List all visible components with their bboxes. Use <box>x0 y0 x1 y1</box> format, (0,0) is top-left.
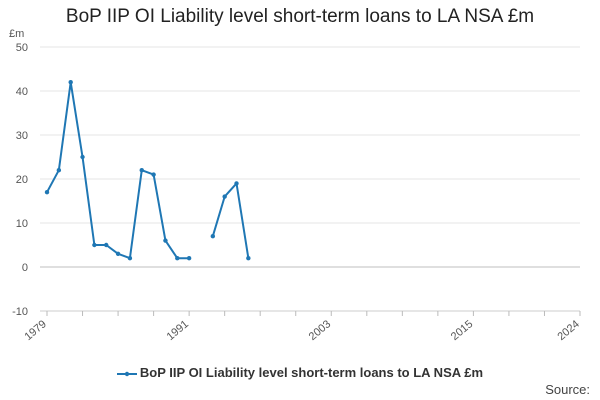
y-tick-label: 0 <box>22 262 28 274</box>
data-point <box>80 154 85 160</box>
x-tick-label: 2003 <box>307 318 333 343</box>
data-point <box>246 256 251 261</box>
data-point <box>186 256 192 261</box>
data-point <box>127 256 133 261</box>
data-point <box>92 242 97 248</box>
series-lines <box>46 81 250 260</box>
gridlines <box>40 46 580 312</box>
y-tick-label: 40 <box>16 86 28 98</box>
data-point <box>175 256 180 261</box>
data-point <box>56 168 62 173</box>
data-point <box>222 194 227 199</box>
data-point <box>210 234 216 239</box>
y-axis: -10 0 10 20 30 40 50 <box>12 42 28 318</box>
x-tick-label: 2015 <box>449 318 475 343</box>
legend: BoP IIP OI Liability level short-term lo… <box>0 365 600 380</box>
data-point <box>234 181 239 186</box>
x-tick-label: 1979 <box>22 318 48 343</box>
x-tick-label: 1991 <box>165 318 191 343</box>
y-tick-label: 50 <box>16 42 28 54</box>
y-tick-label: 20 <box>16 174 28 186</box>
x-axis: 1979 1991 2003 2015 2024 <box>22 310 582 343</box>
data-point <box>163 238 168 243</box>
legend-swatch <box>116 371 137 376</box>
y-tick-label: -10 <box>12 306 28 318</box>
y-tick-label: 10 <box>16 218 28 230</box>
x-tick-label: 2024 <box>555 318 581 343</box>
y-axis-unit: £m <box>9 28 24 40</box>
data-point <box>44 190 50 195</box>
series-line-segment <box>211 182 250 260</box>
source-label: Source: <box>545 382 590 397</box>
series-points <box>44 80 251 261</box>
series-line-segment <box>46 81 191 260</box>
y-tick-label: 30 <box>16 130 28 142</box>
data-point <box>104 242 109 248</box>
data-point <box>151 172 156 177</box>
data-point <box>139 168 144 173</box>
chart-title: BoP IIP OI Liability level short-term lo… <box>65 6 535 27</box>
data-point <box>115 251 121 256</box>
data-point <box>68 80 73 85</box>
legend-label: BoP IIP OI Liability level short-term lo… <box>139 365 484 380</box>
